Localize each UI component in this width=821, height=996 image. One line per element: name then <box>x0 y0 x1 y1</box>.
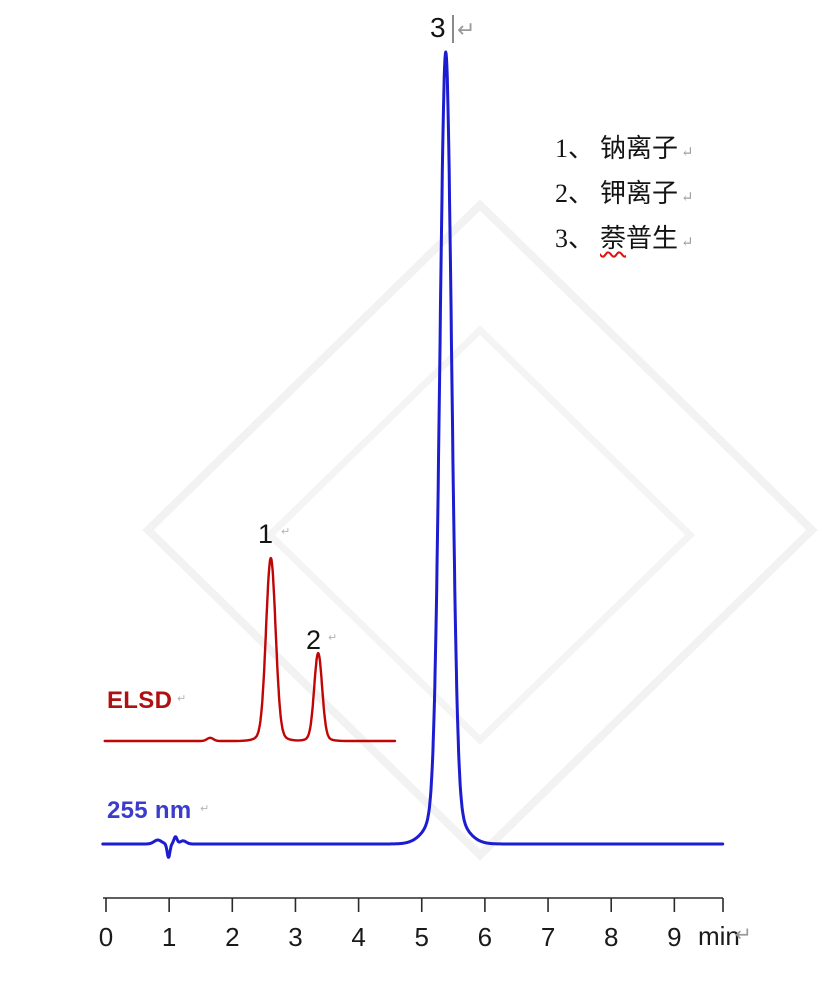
detector-traces <box>101 50 725 859</box>
x-tick-label: 8 <box>604 922 618 952</box>
line-break-mark-icon: ↵ <box>200 803 210 815</box>
x-tick-label: 1 <box>162 922 176 952</box>
trace-255-nm <box>101 50 725 859</box>
x-tick-label: 6 <box>478 922 492 952</box>
legend-num-2: 2、 <box>555 179 595 208</box>
trace-elsd <box>103 556 397 743</box>
legend-item-1: 1、 钠离子 ↵ <box>555 126 694 171</box>
legend-num-1: 1、 <box>555 134 595 163</box>
x-tick-label: 0 <box>99 922 113 952</box>
x-axis: 0 1 2 3 4 5 6 7 8 9 <box>99 897 724 952</box>
line-break-mark-icon: ↵ <box>681 190 694 206</box>
legend-text-3-spellcheck: 萘 <box>600 224 627 253</box>
line-break-mark-icon: ↵ <box>681 235 694 251</box>
peak-legend: 1、 钠离子 ↵ 2、 钾离子 ↵ 3、 萘普生 ↵ <box>555 126 694 261</box>
line-break-mark-icon: ↵ <box>681 145 694 161</box>
x-tick-label: 9 <box>667 922 681 952</box>
legend-num-3: 3、 <box>555 224 595 253</box>
x-tick-label: 7 <box>541 922 555 952</box>
legend-text-2: 钾离子 <box>600 179 679 208</box>
legend-text-1: 钠离子 <box>600 134 679 163</box>
elsd-trace-label: ELSD <box>107 687 173 714</box>
x-axis-unit-label: min <box>698 921 740 951</box>
uv-trace-label: 255 nm <box>107 797 192 824</box>
legend-text-3: 普生 <box>626 224 679 253</box>
legend-item-2: 2、 钾离子 ↵ <box>555 171 694 216</box>
legend-item-3: 3、 萘普生 ↵ <box>555 216 694 261</box>
line-break-mark-icon: ↵ <box>735 924 752 946</box>
peak-label-2: 2 <box>306 625 322 655</box>
text-cursor <box>452 15 454 43</box>
peak-label-1: 1 <box>258 519 274 549</box>
x-tick-label: 3 <box>288 922 302 952</box>
x-tick-label: 4 <box>351 922 365 952</box>
line-break-mark-icon: ↵ <box>177 693 187 705</box>
line-break-mark-icon: ↵ <box>457 17 476 42</box>
peak-label-3: 3 <box>430 12 446 43</box>
x-tick-label: 2 <box>225 922 239 952</box>
x-tick-label: 5 <box>415 922 429 952</box>
watermark <box>142 199 818 861</box>
line-break-mark-icon: ↵ <box>328 632 338 644</box>
line-break-mark-icon: ↵ <box>281 526 291 538</box>
